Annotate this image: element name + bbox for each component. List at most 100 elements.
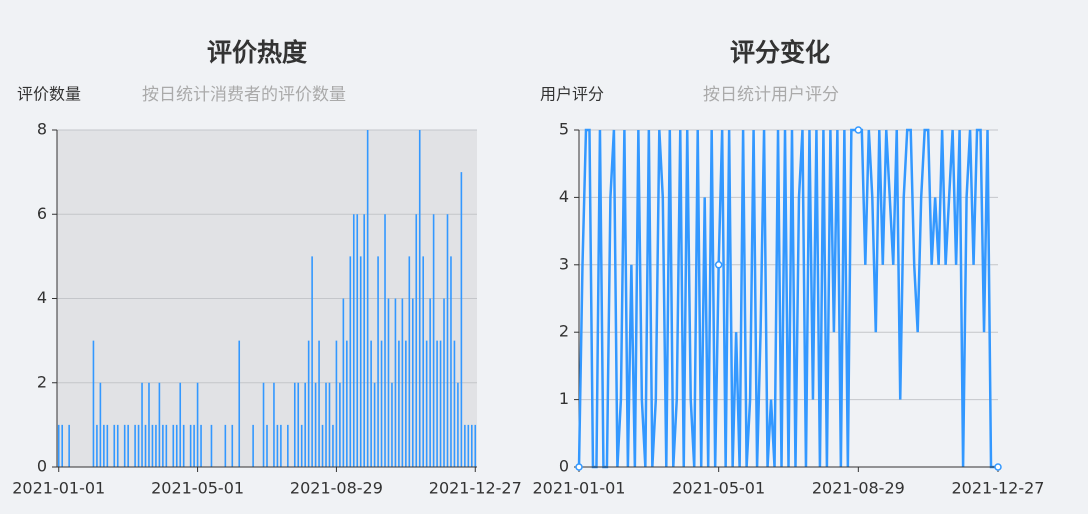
bar [210,424,213,467]
bar [182,424,185,467]
line [577,128,998,469]
bar [415,214,418,467]
bar [425,340,428,467]
x-tick-label: 2021-01-01 [12,479,105,498]
bar [155,424,157,467]
bar [342,298,345,467]
bar [141,382,143,467]
y-tick-label: 4 [559,187,569,206]
bar [377,256,379,467]
bar [464,424,466,467]
bar [300,424,303,467]
bar [470,424,473,467]
bar [151,424,154,467]
bar [387,298,390,467]
bar [398,340,400,467]
bar [293,382,296,467]
bar [57,424,60,467]
bar [411,298,414,467]
bar [457,382,459,467]
bar [408,256,411,467]
bar [196,382,199,467]
bar [474,424,477,467]
bar [335,340,338,467]
bar [380,340,383,467]
x-tick-label: 2021-05-01 [151,479,244,498]
bar [349,256,352,467]
y-tick-label: 0 [559,457,569,476]
bar [238,340,241,467]
bar [467,424,470,467]
bar [366,130,369,467]
bar [276,424,279,467]
bar [418,130,421,467]
bar [193,424,195,467]
bar [352,214,355,467]
bar [318,340,320,467]
bar [252,424,254,467]
bar [432,214,435,467]
bar [439,340,442,467]
bar [307,340,310,467]
bar [99,382,102,467]
bar [356,214,359,467]
bar [429,298,431,467]
y-tick-label: 8 [37,120,47,139]
bar [123,424,126,467]
bar [158,382,161,467]
bar [321,424,324,467]
bar [339,382,341,467]
bar [280,424,282,467]
x-tick-label: 2021-12-27 [952,479,1045,498]
chart-subtitle: 按日统计用户评分 [703,85,839,105]
bar [103,424,105,467]
chart-subtitle: 按日统计消费者的评价数量 [142,85,346,105]
y-tick-label: 5 [559,120,569,139]
bar [200,424,202,467]
chart-title: 评分变化 [730,38,830,67]
chart-title: 评价热度 [207,38,307,67]
y-axis-label: 用户评分 [540,85,604,104]
bar [224,424,227,467]
x-tick-label: 2021-08-29 [812,479,905,498]
bar [134,424,136,467]
bar [304,382,306,467]
bar [314,382,317,467]
y-tick-label: 3 [559,254,569,273]
x-tick-label: 2021-08-29 [290,479,383,498]
y-tick-label: 0 [37,457,47,476]
bar [328,382,331,467]
point [994,463,1002,471]
x-tick-label: 2021-12-27 [429,479,522,498]
bar [446,214,449,467]
bar [231,424,234,467]
bar [148,382,150,467]
bar [384,214,386,467]
bar [311,256,313,467]
bar [61,424,64,467]
bar [359,256,362,467]
y-tick-label: 6 [37,204,47,223]
x-tick-label: 2021-05-01 [672,479,765,498]
bar [113,424,116,467]
bar [96,424,98,467]
bar [127,424,129,467]
bar [287,424,289,467]
point [575,463,583,471]
bar [189,424,192,467]
bar [405,340,407,467]
x-tick-label: 2021-01-01 [533,479,626,498]
y-tick-label: 1 [559,389,569,408]
bar [266,424,268,467]
bar [162,424,164,467]
bar [436,340,438,467]
y-tick-label: 2 [559,322,569,341]
bar [401,298,404,467]
bar [325,382,327,467]
bar [273,382,275,467]
bar [92,340,95,467]
bar [297,382,300,467]
bar [453,340,456,467]
